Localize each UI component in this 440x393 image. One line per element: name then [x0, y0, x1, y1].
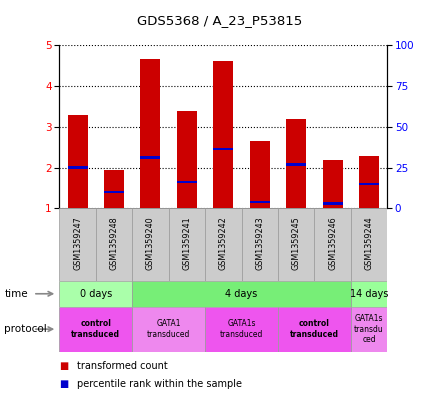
- Bar: [323, 202, 343, 205]
- Text: percentile rank within the sample: percentile rank within the sample: [77, 379, 242, 389]
- Text: 4 days: 4 days: [225, 289, 258, 299]
- Text: GSM1359241: GSM1359241: [182, 217, 191, 270]
- Text: GSM1359247: GSM1359247: [73, 216, 82, 270]
- Bar: [59, 208, 96, 281]
- Text: 0 days: 0 days: [80, 289, 112, 299]
- Text: GSM1359248: GSM1359248: [110, 217, 118, 270]
- Bar: [351, 281, 387, 307]
- Bar: [140, 156, 161, 158]
- Bar: [96, 208, 132, 281]
- Bar: [250, 141, 270, 208]
- Text: transformed count: transformed count: [77, 361, 168, 371]
- Bar: [132, 281, 351, 307]
- Text: ■: ■: [59, 361, 69, 371]
- Bar: [250, 201, 270, 204]
- Bar: [59, 307, 132, 352]
- Bar: [278, 208, 314, 281]
- Text: GSM1359240: GSM1359240: [146, 217, 155, 270]
- Bar: [68, 166, 88, 169]
- Text: protocol: protocol: [4, 324, 47, 334]
- Bar: [213, 148, 233, 151]
- Bar: [286, 119, 306, 208]
- Text: GSM1359245: GSM1359245: [292, 216, 301, 270]
- Bar: [205, 208, 242, 281]
- Text: GSM1359244: GSM1359244: [364, 217, 374, 270]
- Text: GATA1s
transdu
ced: GATA1s transdu ced: [354, 314, 384, 344]
- Bar: [177, 111, 197, 208]
- Bar: [59, 281, 132, 307]
- Bar: [213, 61, 233, 208]
- Text: time: time: [4, 289, 28, 299]
- Bar: [242, 208, 278, 281]
- Bar: [286, 163, 306, 166]
- Bar: [177, 180, 197, 183]
- Bar: [351, 307, 387, 352]
- Bar: [104, 169, 124, 208]
- Bar: [104, 191, 124, 193]
- Bar: [140, 59, 161, 208]
- Bar: [278, 307, 351, 352]
- Text: GATA1
transduced: GATA1 transduced: [147, 320, 191, 339]
- Bar: [323, 160, 343, 208]
- Bar: [132, 307, 205, 352]
- Text: ■: ■: [59, 379, 69, 389]
- Bar: [359, 183, 379, 185]
- Text: control
transduced: control transduced: [290, 320, 339, 339]
- Bar: [351, 208, 387, 281]
- Bar: [359, 156, 379, 208]
- Bar: [205, 307, 278, 352]
- Text: GSM1359246: GSM1359246: [328, 217, 337, 270]
- Bar: [314, 208, 351, 281]
- Text: control
transduced: control transduced: [71, 320, 120, 339]
- Text: 14 days: 14 days: [350, 289, 388, 299]
- Bar: [68, 115, 88, 208]
- Bar: [169, 208, 205, 281]
- Text: GATA1s
transduced: GATA1s transduced: [220, 320, 263, 339]
- Text: GSM1359242: GSM1359242: [219, 216, 228, 270]
- Bar: [132, 208, 169, 281]
- Text: GSM1359243: GSM1359243: [255, 217, 264, 270]
- Text: GDS5368 / A_23_P53815: GDS5368 / A_23_P53815: [137, 15, 303, 28]
